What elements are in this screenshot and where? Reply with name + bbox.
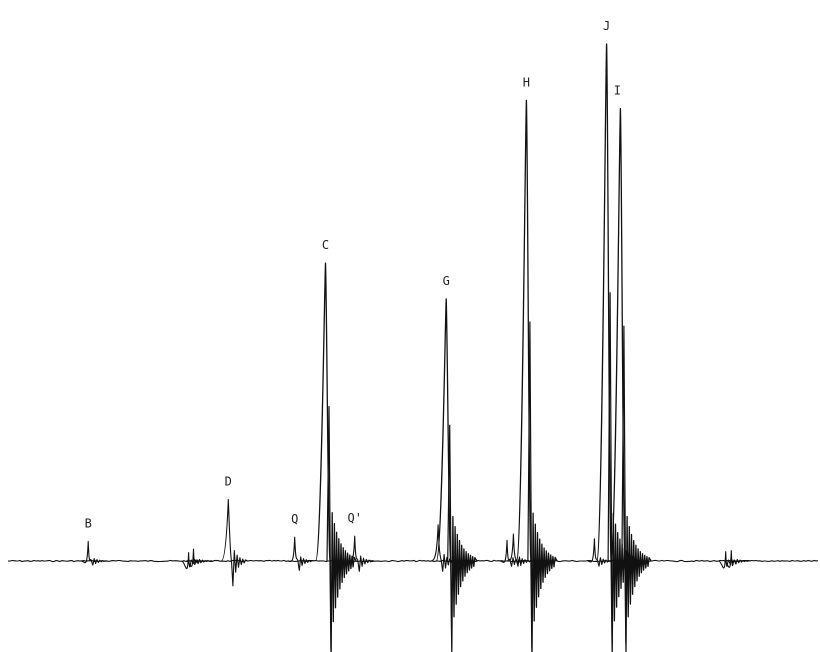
peak-label: C — [322, 238, 329, 252]
spectrum-peak-shoulder — [447, 424, 453, 643]
peak-label-group: B D Q C Q' G H J I — [85, 19, 621, 530]
spectrum-peak-b — [80, 540, 108, 566]
peak-label: G — [443, 274, 450, 288]
spectrum-peak-shoulder — [607, 292, 613, 645]
spectrum-peak-c — [314, 262, 357, 652]
peak-label: B — [85, 516, 92, 530]
peak-label: Q — [291, 512, 298, 526]
spectrum-peak-shoulder — [621, 325, 627, 643]
spectrum-peak-unlabeled-7 — [430, 524, 458, 572]
peak-label: J — [603, 19, 610, 33]
spectrum-peak-unlabeled-10 — [506, 533, 533, 567]
spectrum-peak-j — [596, 43, 638, 652]
spectrum-peak-g — [435, 298, 478, 652]
peak-label: I — [614, 84, 621, 98]
peak-label: H — [523, 75, 530, 89]
spectrum-peak-unlabeled-16 — [724, 550, 751, 568]
spectrum-trace-group — [7, 559, 819, 563]
spectrum-peak-unlabeled-2 — [186, 548, 213, 567]
spectrum-peak-q — [287, 536, 315, 571]
spectrum-baseline — [7, 559, 819, 563]
spectrum-peak-shoulder — [527, 321, 533, 649]
spectrum-peak-qprime — [347, 535, 375, 572]
peak-group — [80, 43, 751, 652]
spectrum-peak-h — [515, 99, 558, 652]
spectrum-peak-unlabeled-1 — [181, 552, 208, 570]
spectrum-peak-unlabeled-12 — [587, 538, 614, 567]
spectrum-peak-i — [609, 107, 652, 652]
peak-label: D — [225, 475, 232, 489]
peak-label: Q' — [347, 511, 361, 525]
spectrum-peak-d — [220, 498, 248, 587]
spectrum-peak-shoulder — [326, 406, 332, 650]
